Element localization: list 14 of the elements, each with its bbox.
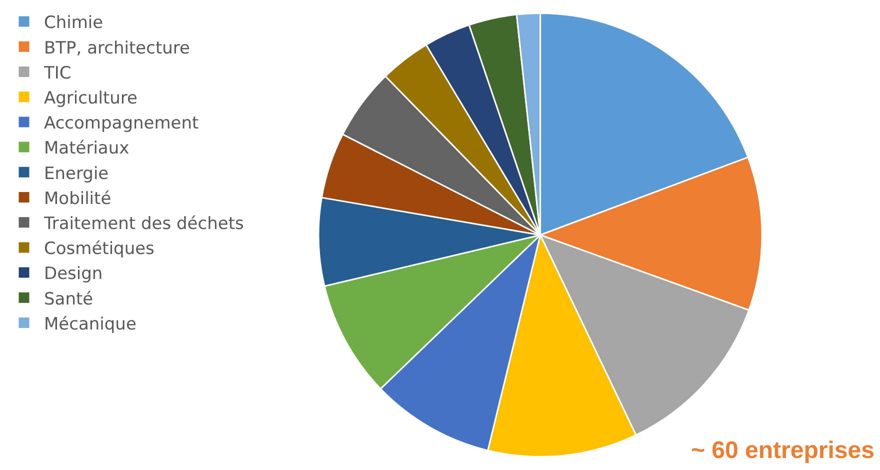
legend-label: Design (44, 264, 103, 284)
legend-label: BTP, architecture (44, 38, 190, 58)
legend-label: Mécanique (44, 314, 136, 334)
legend-label: Santé (44, 289, 94, 310)
legend-label: Mobilité (44, 188, 112, 209)
legend-label: Chimie (44, 13, 104, 34)
legend-label: Cosmétiques (44, 239, 155, 260)
legend-label: Traitement des déchets (43, 214, 244, 234)
text: ~ 60 entreprises (691, 437, 874, 464)
legend-label: Energie (44, 164, 109, 184)
legend-label: Agriculture (44, 88, 138, 108)
legend-label: TIC (43, 63, 72, 84)
legend-label: Accompagnement (44, 114, 200, 134)
legend-label: Matériaux (44, 138, 130, 159)
